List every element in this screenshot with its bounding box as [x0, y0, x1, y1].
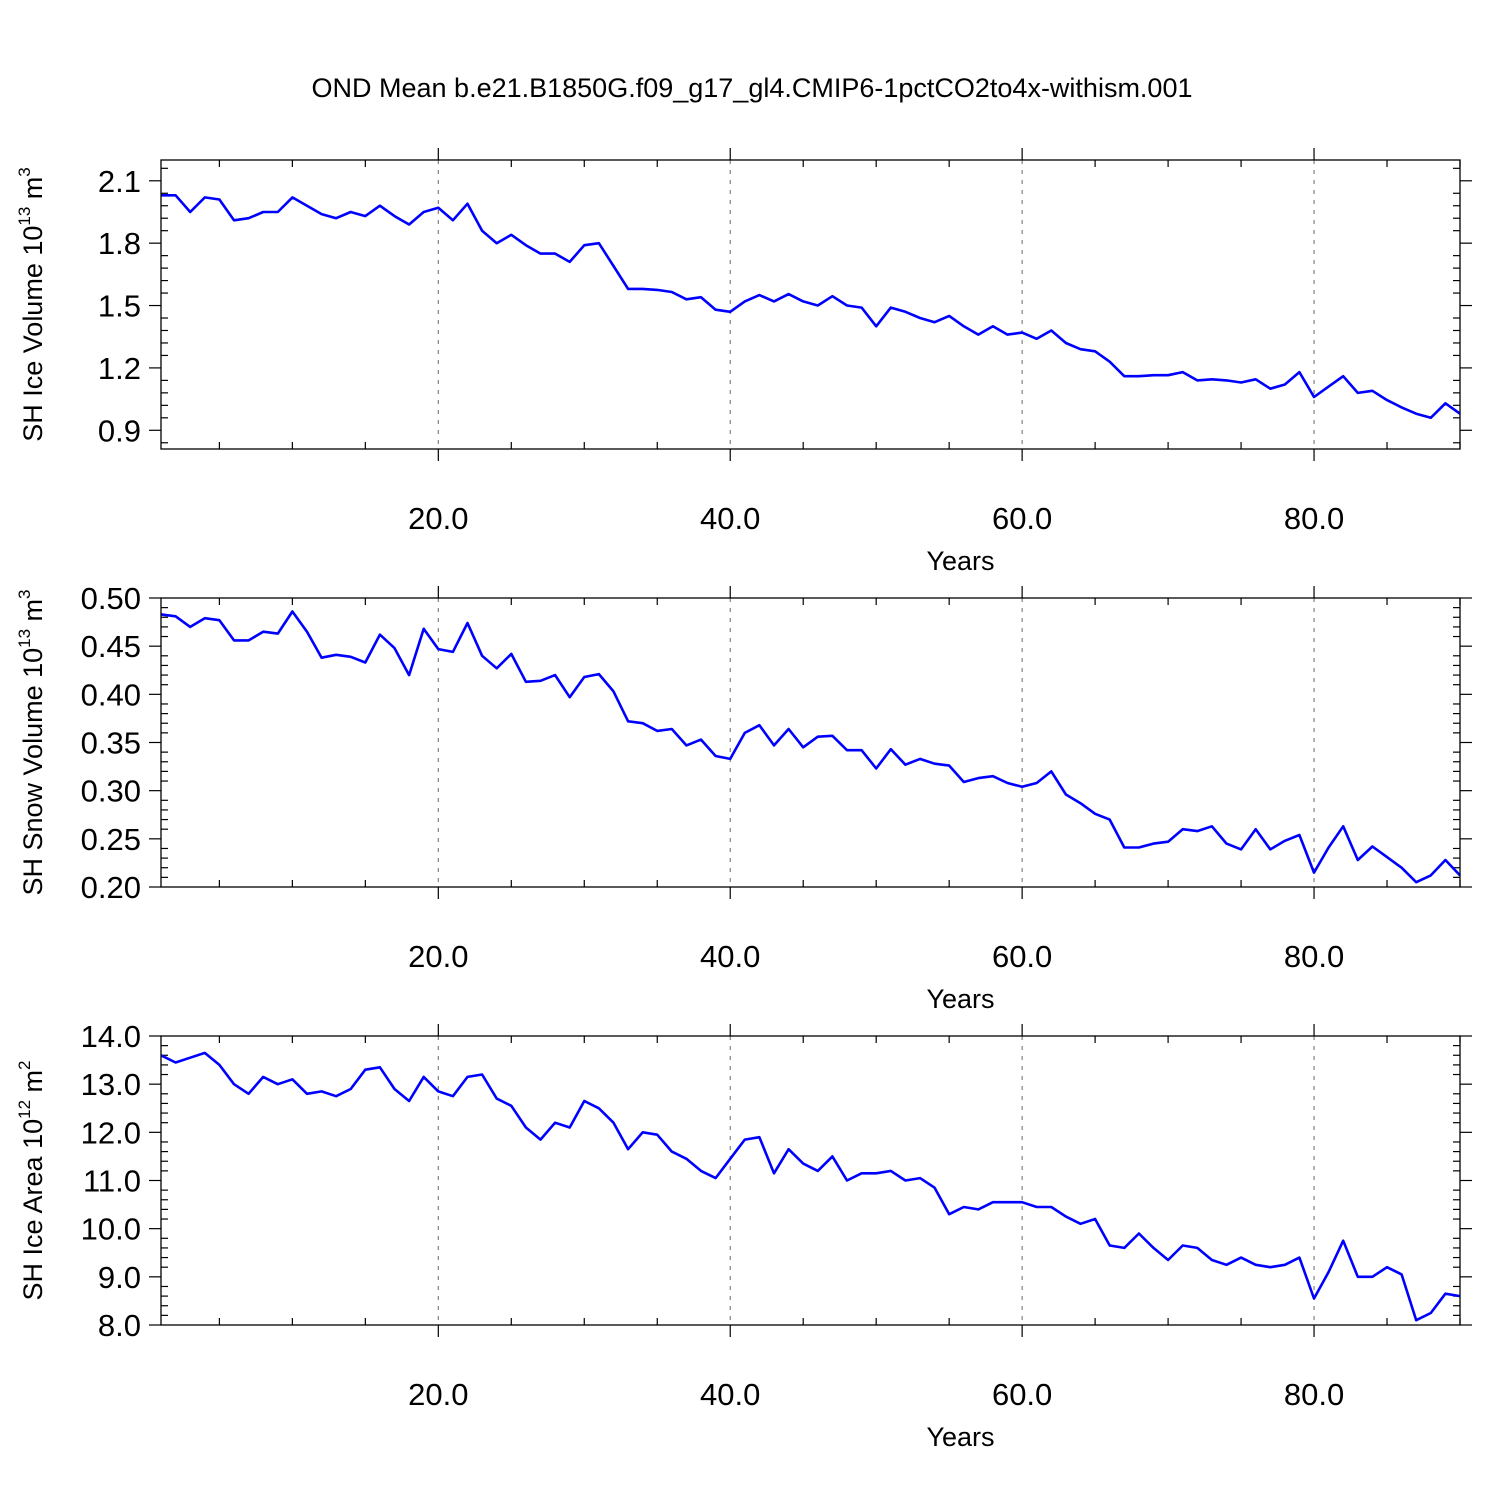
y-tick-label: 10.0: [81, 1212, 141, 1247]
x-tick-label: 60.0: [992, 1377, 1052, 1412]
y-tick-label: 0.45: [81, 629, 141, 664]
y-axis-label-text: SH Ice Area 10: [18, 1119, 48, 1301]
y-tick-label: 8.0: [98, 1308, 141, 1343]
y-axis-label-exponent: 12: [15, 1100, 34, 1119]
y-axis-label-exponent: 13: [15, 207, 34, 226]
panel-snow-volume: 20.0 40.0 60.0 80.0 0.20 0.25 0.30 0.35 0.40 0.45…: [15, 581, 1472, 1014]
x-tick-label: 80.0: [1284, 1377, 1344, 1412]
y-axis-label-exponent: 13: [15, 629, 34, 648]
y-axis-label: SH Ice Area 1012 m2: [15, 1061, 48, 1301]
y-tick-label: 1.5: [98, 289, 141, 324]
chart-title: OND Mean b.e21.B1850G.f09_g17_gl4.CMIP6-…: [312, 73, 1193, 103]
panels-group: 20.0 40.0 60.0 80.0 0.9 1.2 1.5 1.8 2.1 Years SH I…: [15, 148, 1472, 1452]
x-tick-label: 20.0: [408, 939, 468, 974]
x-tick-label: 20.0: [408, 1377, 468, 1412]
y-axis-label-unit-exponent: 2: [15, 1061, 34, 1070]
plot-frame: [160, 159, 1461, 450]
series-line-ice-volume: [161, 194, 1461, 420]
x-tick-label: 80.0: [1284, 501, 1344, 536]
panel-ice-area: 20.0 40.0 60.0 80.0 8.0 9.0 10.0 11.0 12.0 13.0 14…: [15, 1019, 1472, 1452]
x-axis-label: Years: [926, 984, 994, 1014]
x-tick-label: 60.0: [992, 939, 1052, 974]
y-axis-label-text: SH Ice Volume 10: [18, 226, 48, 442]
y-tick-label: 13.0: [81, 1067, 141, 1102]
y-tick-label: 9.0: [98, 1260, 141, 1295]
y-tick-label: 0.50: [81, 581, 141, 616]
y-tick-label: 0.40: [81, 677, 141, 712]
y-axis-label-unit-exponent: 3: [15, 589, 34, 598]
y-axis-label-unit-exponent: 3: [15, 167, 34, 176]
y-tick-label: 0.25: [81, 822, 141, 857]
x-tick-label: 80.0: [1284, 939, 1344, 974]
plot-frame: [160, 1035, 1461, 1326]
y-tick-label: 11.0: [83, 1164, 141, 1199]
y-tick-label: 0.20: [81, 870, 141, 905]
panel-ice-volume: 20.0 40.0 60.0 80.0 0.9 1.2 1.5 1.8 2.1 Years SH I…: [15, 148, 1472, 576]
x-axis-label: Years: [926, 546, 994, 576]
y-tick-label: 0.9: [98, 413, 141, 448]
y-axis-label: SH Ice Volume 1013 m3: [15, 167, 48, 442]
x-tick-label: 40.0: [700, 939, 760, 974]
y-tick-label: 12.0: [81, 1115, 141, 1150]
y-axis-label-unit: m: [18, 177, 48, 207]
y-tick-label: 0.35: [81, 726, 141, 761]
y-tick-label: 0.30: [81, 774, 141, 809]
series-line-snow-volume: [160, 610, 1461, 884]
y-axis-label-text: SH Snow Volume 10: [18, 648, 48, 896]
x-tick-label: 20.0: [408, 501, 468, 536]
y-tick-label: 1.2: [98, 351, 141, 386]
y-tick-label: 2.1: [98, 164, 141, 199]
plot-frame: [160, 597, 1461, 888]
x-tick-label: 40.0: [700, 1377, 760, 1412]
x-axis-label: Years: [926, 1422, 994, 1452]
y-axis-label-unit: m: [18, 1070, 48, 1100]
y-axis-label: SH Snow Volume 1013 m3: [15, 589, 48, 895]
y-tick-label: 14.0: [81, 1019, 141, 1054]
series-line-ice-area: [160, 1051, 1461, 1322]
y-axis-label-unit: m: [18, 599, 48, 629]
y-tick-label: 1.8: [98, 226, 141, 261]
x-tick-label: 40.0: [700, 501, 760, 536]
x-tick-label: 60.0: [992, 501, 1052, 536]
